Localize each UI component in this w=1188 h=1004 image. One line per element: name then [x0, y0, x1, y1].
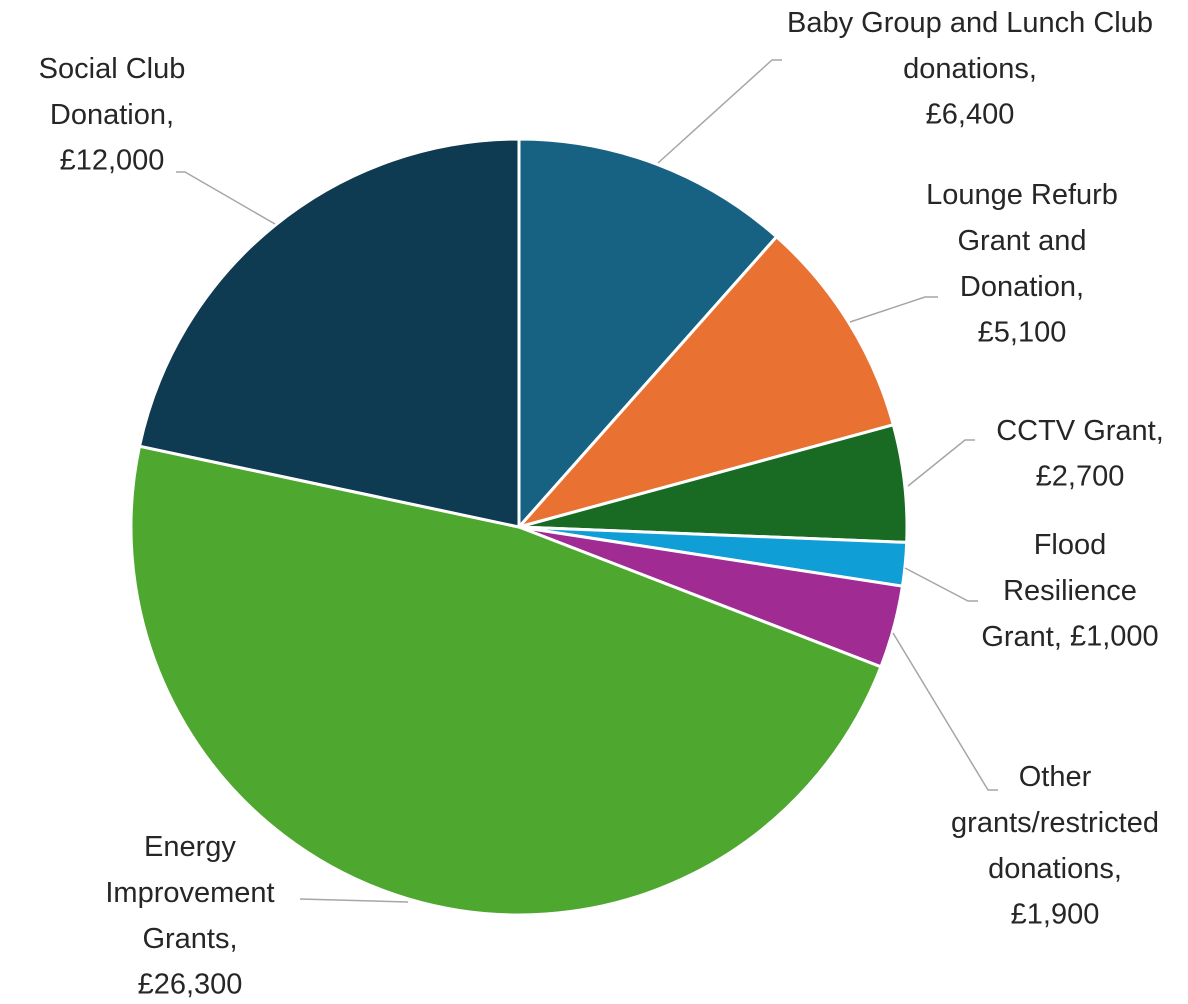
label-line: Other [1019, 761, 1100, 793]
label-line: CCTV Grant, [996, 415, 1164, 447]
leader-line [904, 567, 978, 602]
data-label-category: Baby Group and Lunch Club donations, [787, 7, 1161, 85]
label-line: donations, [988, 853, 1122, 885]
data-label-category: Lounge Refurb Grant and Donation, [926, 179, 1126, 303]
label-line: Lounge Refurb [926, 179, 1126, 211]
data-label-value: £26,300 [138, 969, 243, 1001]
label-line: Donation, [960, 271, 1084, 303]
data-label-category: CCTV Grant, [996, 415, 1164, 447]
label-line: Social Club [39, 53, 194, 85]
pie-slice [514, 234, 896, 530]
label-line: Grant and [958, 225, 1095, 257]
label-line: Donation, [50, 99, 174, 131]
leader-line [299, 898, 409, 903]
data-label-value: £1,000 [1070, 621, 1159, 653]
label-line: Improvement [105, 877, 282, 909]
label-line: Grants, [142, 923, 237, 955]
data-label-value: £5,100 [978, 317, 1067, 349]
data-label-value: £6,400 [926, 99, 1015, 131]
label-line: Energy [144, 831, 244, 863]
label-line: donations, [903, 53, 1037, 85]
leader-line [907, 439, 975, 487]
leader-line [176, 171, 276, 225]
data-label-category: Social Club Donation, [39, 53, 194, 131]
pie-slice [137, 137, 521, 529]
data-label-value: £1,900 [1011, 899, 1100, 931]
leader-line [657, 59, 782, 164]
data-label-category: Other grants/restricted donations, [951, 761, 1167, 885]
data-label-category: Flood Resilience Grant, [981, 529, 1145, 653]
data-label-value: £12,000 [60, 145, 165, 177]
label-line: Grant, [981, 621, 1062, 653]
label-line: Flood [1034, 529, 1115, 561]
label-line: Baby Group and Lunch Club [787, 7, 1161, 39]
data-label-value: £2,700 [1036, 461, 1125, 493]
leader-line [849, 296, 938, 323]
data-label-category: Energy Improvement Grants, [105, 831, 282, 955]
pie-slice [129, 444, 883, 917]
label-line: grants/restricted [951, 807, 1167, 839]
leader-line [892, 632, 998, 791]
label-line: Resilience [1003, 575, 1145, 607]
pie-slice [517, 137, 779, 531]
